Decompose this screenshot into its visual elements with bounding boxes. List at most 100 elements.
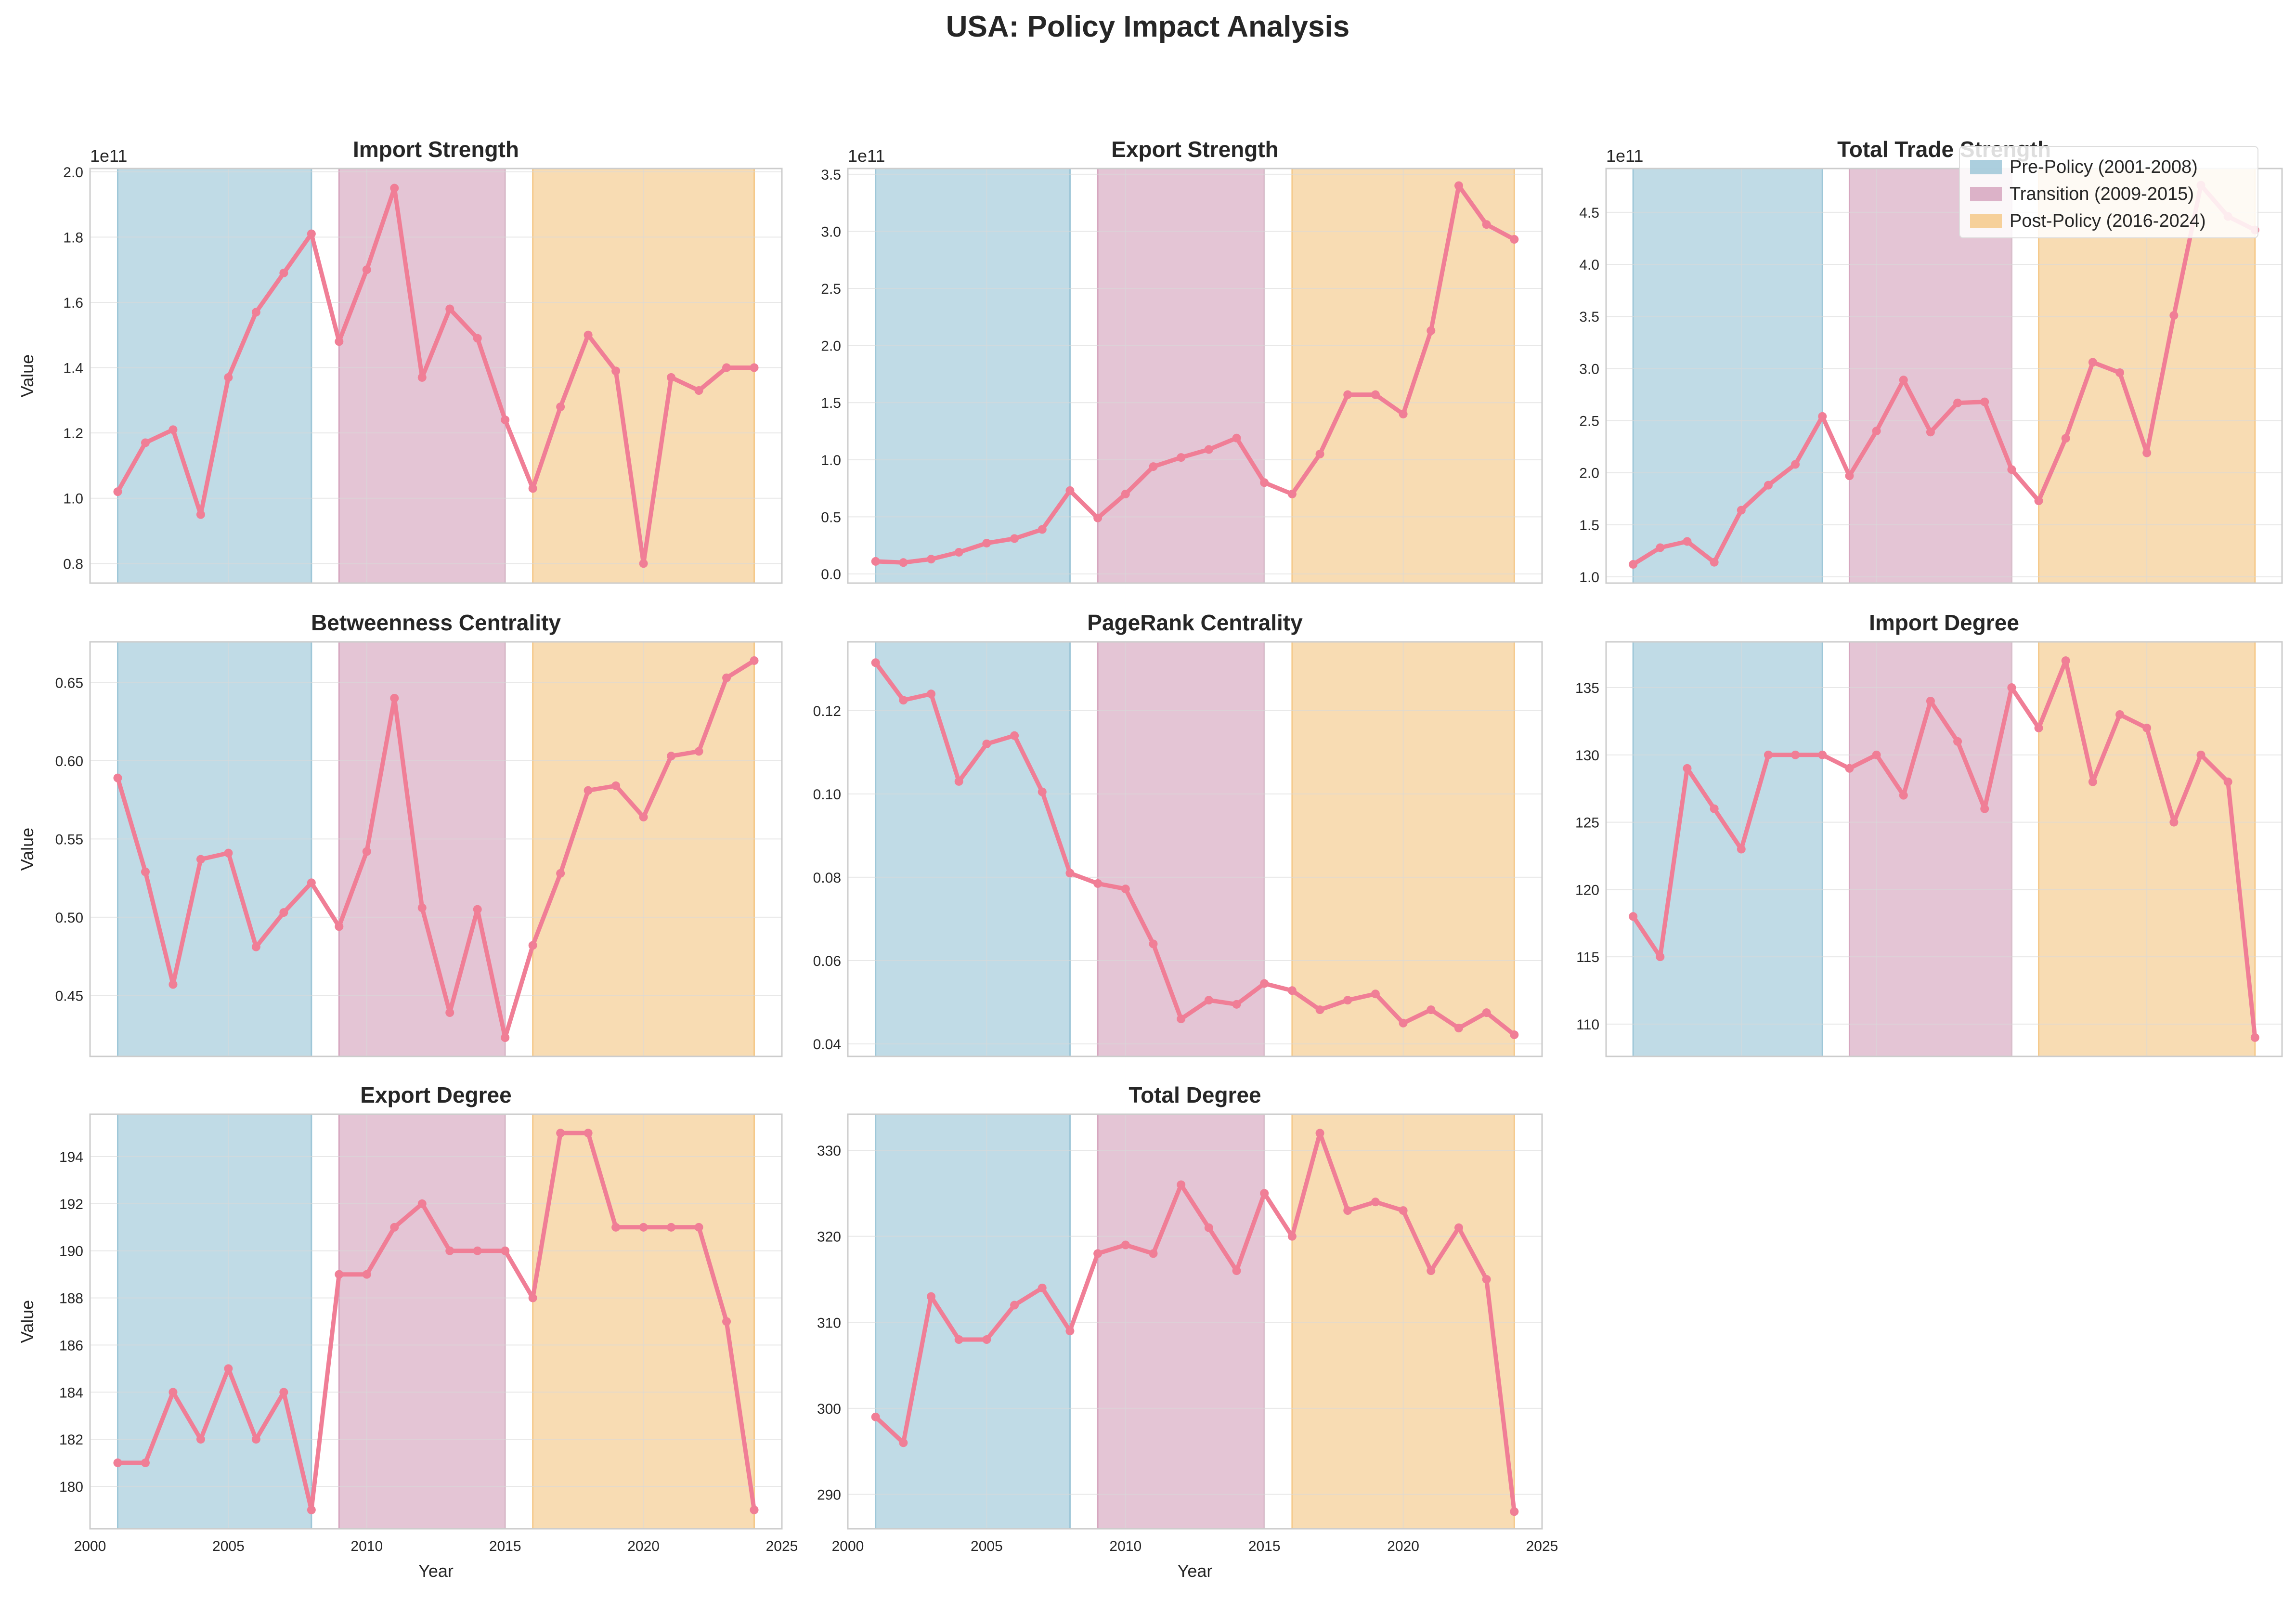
y-tick-label: 0.65 <box>55 675 83 691</box>
data-point <box>390 693 399 703</box>
y-tick-label: 2.0 <box>63 165 83 181</box>
panel-title: Export Degree <box>360 1082 511 1107</box>
data-point <box>1121 885 1130 894</box>
data-point <box>1177 1015 1186 1024</box>
data-point <box>1065 869 1075 878</box>
data-point <box>1177 1180 1186 1189</box>
data-point <box>417 1199 427 1208</box>
data-point <box>1629 912 1638 921</box>
y-tick-label: 0.60 <box>55 754 83 769</box>
y-tick-label: 0.04 <box>813 1037 841 1053</box>
data-point <box>1683 537 1692 546</box>
data-point <box>1482 220 1491 229</box>
data-point <box>871 658 880 667</box>
data-point <box>335 922 344 931</box>
data-point <box>1737 845 1746 854</box>
data-point <box>501 1033 510 1042</box>
data-point <box>473 334 482 343</box>
data-point <box>2007 465 2016 474</box>
panel-5: 0.04 0.06 0.08 0.10 0.12 PageRank Centrality <box>813 610 1543 1057</box>
data-point <box>1656 952 1665 962</box>
data-point <box>2034 723 2043 732</box>
data-point <box>2142 723 2152 732</box>
data-point <box>1454 1223 1463 1232</box>
data-point <box>750 656 759 665</box>
data-point <box>1093 879 1103 888</box>
y-axis-label: Value <box>17 1300 37 1343</box>
data-point <box>528 1293 537 1302</box>
data-point <box>750 1505 759 1514</box>
data-point <box>417 903 427 912</box>
panel-title: PageRank Centrality <box>1087 610 1303 635</box>
data-point <box>1710 804 1719 813</box>
data-point <box>169 1388 178 1397</box>
series-line <box>873 660 1517 1037</box>
data-point <box>1482 1275 1491 1284</box>
y-tick-label: 115 <box>1576 950 1599 965</box>
y-tick-label: 290 <box>817 1487 841 1503</box>
data-point <box>251 942 260 951</box>
data-point <box>1177 453 1186 462</box>
series-line <box>116 1131 756 1512</box>
y-tick-label: 0.45 <box>55 988 83 1004</box>
data-point <box>307 229 316 238</box>
data-point <box>390 1223 399 1232</box>
data-point <box>584 1129 593 1138</box>
data-point <box>722 673 731 682</box>
data-point <box>1454 1024 1463 1033</box>
data-point <box>1683 764 1692 773</box>
plot-frame <box>847 641 1543 1057</box>
data-point <box>1710 558 1719 567</box>
x-tick-label: 2020 <box>1387 1538 1419 1554</box>
y-tick-label: 130 <box>1575 748 1599 764</box>
data-point <box>899 696 908 705</box>
data-point <box>1065 486 1075 495</box>
data-point <box>1399 1018 1408 1028</box>
data-point <box>141 438 150 447</box>
plot-frame <box>1605 641 2283 1057</box>
legend-swatch-1 <box>1970 160 2002 174</box>
y-tick-label: 2.0 <box>821 338 841 354</box>
data-point <box>1121 489 1130 498</box>
data-point <box>1149 462 1158 471</box>
y-tick-label: 330 <box>817 1143 841 1159</box>
period-shade-1 <box>117 168 312 584</box>
period-shade-2 <box>1097 168 1265 584</box>
data-point <box>639 812 648 821</box>
y-offset-label: 1e11 <box>1606 146 1643 166</box>
plot-frame <box>847 168 1543 584</box>
data-point <box>2088 777 2097 786</box>
data-point <box>1343 996 1352 1005</box>
y-tick-label: 190 <box>59 1244 83 1260</box>
data-point <box>1093 1249 1103 1258</box>
legend-swatch-2 <box>1970 187 2002 201</box>
period-shade-1 <box>117 641 312 1057</box>
data-point <box>1872 427 1881 436</box>
data-point <box>899 1438 908 1447</box>
y-tick-label: 310 <box>817 1315 841 1331</box>
data-point <box>2169 818 2179 827</box>
figure-title: USA: Policy Impact Analysis <box>946 10 1349 43</box>
data-point <box>279 1388 288 1397</box>
data-point <box>390 183 399 193</box>
x-tick-label: 2025 <box>766 1538 798 1554</box>
data-point <box>927 690 936 699</box>
x-tick-label: 2005 <box>971 1538 1003 1554</box>
data-point <box>1149 939 1158 949</box>
data-point <box>196 1435 205 1444</box>
y-tick-label: 0.10 <box>813 787 841 803</box>
period-shade-2 <box>1097 641 1265 1057</box>
data-point <box>556 402 565 411</box>
data-point <box>1399 409 1408 418</box>
data-point <box>2061 656 2070 665</box>
data-point <box>1121 1240 1130 1250</box>
data-point <box>1454 181 1463 190</box>
panel-title: Export Strength <box>1111 137 1279 162</box>
y-tick-label: 1.0 <box>821 453 841 469</box>
data-point <box>141 1458 150 1468</box>
data-point <box>169 980 178 989</box>
data-point <box>1510 1507 1519 1516</box>
plot-frame <box>847 1113 1543 1530</box>
period-shade-2 <box>338 1113 506 1530</box>
